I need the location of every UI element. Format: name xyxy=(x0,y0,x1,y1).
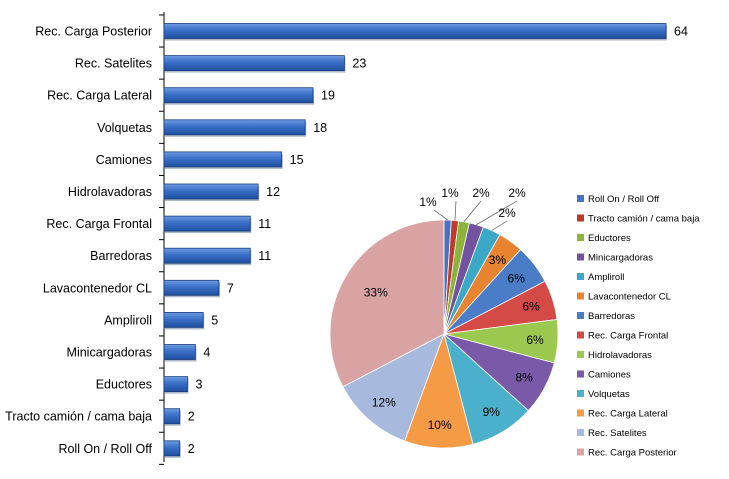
bar-value-label: 64 xyxy=(674,25,688,39)
bar-category-label: Roll On / Roll Off xyxy=(58,442,152,456)
pie-chart: 1%1% 2% 2%2%3%6%6%6%8%9%10%12%33% xyxy=(329,186,559,449)
bar-category-label: Tracto camión / cama baja xyxy=(5,410,152,424)
bar xyxy=(163,215,251,232)
pie-data-label: 2% xyxy=(508,186,526,200)
legend-swatch xyxy=(577,448,584,456)
legend-label: Rec. Carga Lateral xyxy=(588,409,668,420)
legend-swatch xyxy=(577,195,584,202)
pie-data-label: 2% xyxy=(472,186,490,200)
pie-leader-line xyxy=(433,209,448,221)
legend-label: Camiones xyxy=(588,370,631,381)
pie-data-label: 3% xyxy=(489,253,507,267)
legend-label: Tracto camión / cama baja xyxy=(588,214,700,225)
bar-category-label: Barredoras xyxy=(90,249,152,263)
bar-value-label: 11 xyxy=(258,217,271,231)
pie-leader-line xyxy=(463,200,482,222)
legend-swatch xyxy=(577,409,584,417)
bar xyxy=(163,55,345,71)
bar-value-label: 3 xyxy=(196,378,203,392)
pie-data-label: 33% xyxy=(364,286,388,300)
legend-label: Ampliroll xyxy=(588,272,624,283)
bar-value-label: 4 xyxy=(203,346,210,360)
legend-swatch xyxy=(577,312,584,319)
legend-swatch xyxy=(577,234,584,241)
pie-data-label: 9% xyxy=(483,405,501,419)
pie-data-label: 6% xyxy=(526,333,544,347)
bar xyxy=(163,311,204,328)
pie-leader-line xyxy=(491,220,508,231)
bar-category-label: Camiones xyxy=(96,153,152,167)
bar xyxy=(163,279,220,296)
bar xyxy=(163,344,196,360)
legend-label: Rec. Carga Frontal xyxy=(588,331,668,342)
pie-slice xyxy=(329,219,445,388)
pie-data-label: 12% xyxy=(372,395,396,409)
bar-category-label: Rec. Satelites xyxy=(75,57,152,71)
bar-value-label: 2 xyxy=(188,442,195,456)
legend-swatch xyxy=(577,351,584,358)
bar-category-label: Ampliroll xyxy=(104,313,152,327)
bar xyxy=(163,183,259,200)
bar xyxy=(163,151,283,168)
bar-category-label: Eductores xyxy=(96,378,152,392)
legend-label: Roll On / Roll Off xyxy=(588,194,659,205)
legend-label: Rec. Satelites xyxy=(588,428,647,439)
legend-label: Hidrolavadoras xyxy=(588,350,652,361)
bar xyxy=(163,23,667,39)
bar-category-label: Volquetas xyxy=(97,121,152,135)
bar-value-label: 18 xyxy=(313,121,327,135)
bar-value-label: 2 xyxy=(188,410,195,424)
legend-swatch xyxy=(577,214,584,222)
bar xyxy=(163,376,188,393)
legend-label: Rec. Carga Posterior xyxy=(588,448,677,459)
bar-category-label: Hidrolavadoras xyxy=(68,185,152,199)
bar-category-label: Lavacontenedor CL xyxy=(43,281,152,295)
legend-swatch xyxy=(577,253,584,261)
legend-label: Lavacontenedor CL xyxy=(588,292,671,303)
pie-data-label: 10% xyxy=(428,418,452,432)
pie-slice xyxy=(342,333,445,442)
bar xyxy=(163,440,181,457)
legend-swatch xyxy=(577,273,584,280)
pie-data-label: 6% xyxy=(522,300,540,314)
bar xyxy=(163,408,181,425)
pie-data-label: 8% xyxy=(515,370,533,384)
legend-label: Minicargadoras xyxy=(588,253,653,264)
bar xyxy=(163,247,251,264)
bar-value-label: 5 xyxy=(211,313,218,327)
legend-swatch xyxy=(577,429,584,436)
bar-category-label: Rec. Carga Lateral xyxy=(47,89,152,103)
bar-value-label: 19 xyxy=(321,89,335,103)
pie-data-label: 2% xyxy=(498,206,516,220)
legend-swatch xyxy=(577,331,584,339)
legend-label: Eductores xyxy=(588,233,631,244)
bar-value-label: 11 xyxy=(258,249,271,263)
pie-data-label: 1% xyxy=(419,195,437,209)
bar-category-label: Minicargadoras xyxy=(67,346,152,360)
bar-value-label: 12 xyxy=(266,185,280,199)
pie-leader-line xyxy=(476,200,518,226)
bar-value-label: 23 xyxy=(352,57,366,71)
pie-data-label: 1% xyxy=(441,186,459,200)
bar xyxy=(163,87,314,104)
bar-value-label: 7 xyxy=(227,281,234,295)
bar xyxy=(163,119,306,136)
bar-value-label: 15 xyxy=(290,153,304,167)
pie-legend: Roll On / Roll Off Tracto camión / cama b… xyxy=(577,194,700,459)
pie-data-label: 6% xyxy=(508,271,526,285)
bar-category-label: Rec. Carga Frontal xyxy=(46,217,152,231)
legend-swatch xyxy=(577,370,584,378)
legend-label: Barredoras xyxy=(588,311,635,322)
legend-swatch xyxy=(577,390,584,397)
bar-category-label: Rec. Carga Posterior xyxy=(35,25,152,39)
legend-label: Volquetas xyxy=(588,389,630,400)
legend-swatch xyxy=(577,292,584,300)
pie-leader-line xyxy=(454,200,457,221)
